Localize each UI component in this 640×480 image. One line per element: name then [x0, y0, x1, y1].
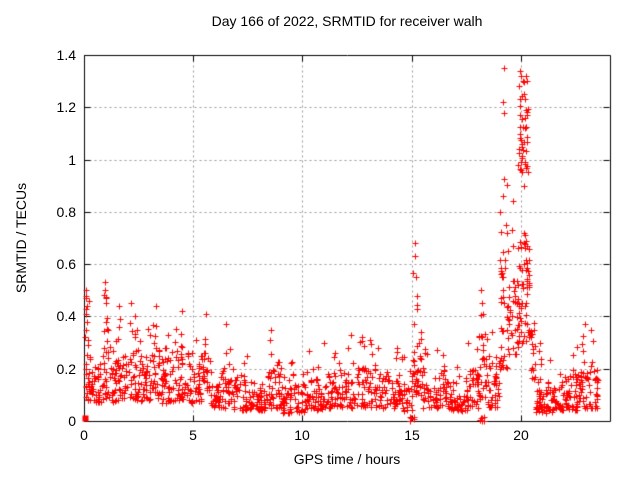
x-tick-label: 5	[189, 427, 197, 443]
x-tick-label: 10	[294, 427, 310, 443]
y-tick-label: 0.2	[56, 361, 76, 377]
x-tick-label: 20	[513, 427, 529, 443]
y-tick-label: 1.4	[56, 47, 76, 63]
y-tick-label: 0.8	[56, 204, 76, 220]
y-tick-label: 0.4	[56, 308, 76, 324]
chart-title: Day 166 of 2022, SRMTID for receiver wal…	[211, 13, 483, 29]
y-tick-label: 0	[68, 413, 76, 429]
x-axis-label: GPS time / hours	[293, 451, 401, 467]
x-tick-label: 15	[404, 427, 420, 443]
y-tick-label: 0.6	[56, 256, 76, 272]
y-axis-label: SRMTID / TECUs	[13, 182, 29, 294]
x-tick-label: 0	[80, 427, 88, 443]
y-tick-label: 1.2	[56, 99, 76, 115]
y-tick-label: 1	[68, 152, 76, 168]
